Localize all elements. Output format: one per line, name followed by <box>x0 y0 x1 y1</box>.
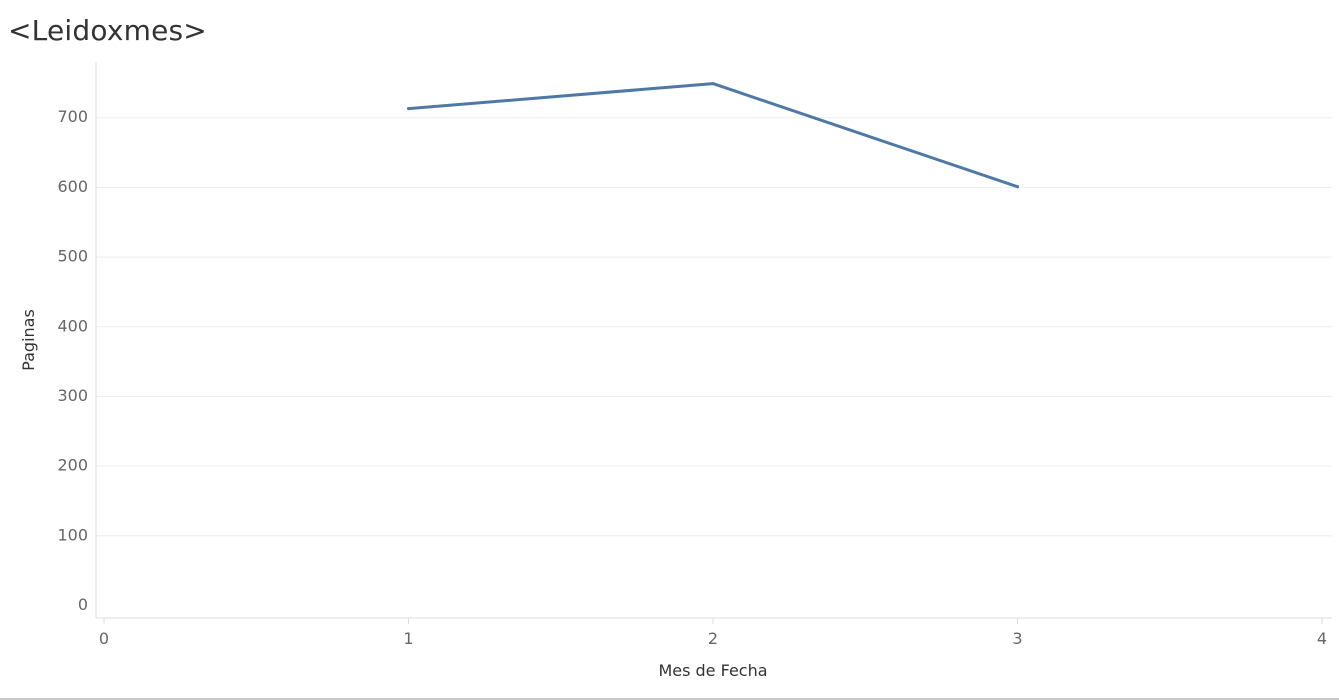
y-tick-label: 600 <box>57 177 88 196</box>
y-tick-label: 400 <box>57 316 88 335</box>
x-tick-label: 1 <box>403 629 413 648</box>
y-tick-label: 300 <box>57 386 88 405</box>
data-point <box>407 107 410 111</box>
y-tick-label: 500 <box>57 247 88 266</box>
y-tick-label: 0 <box>78 595 88 614</box>
y-tick-label: 700 <box>57 107 88 126</box>
y-tick-label: 100 <box>57 525 88 544</box>
x-tick-label: 3 <box>1012 629 1022 648</box>
y-axis-title: Paginas <box>19 309 38 371</box>
bottom-divider <box>0 698 1339 700</box>
y-tick-label: 200 <box>57 456 88 475</box>
data-point <box>711 82 715 86</box>
series-line <box>407 82 1019 189</box>
chart-title: <Leidoxmes> <box>8 14 207 47</box>
data-point <box>1016 185 1019 189</box>
x-axis-title: Mes de Fecha <box>658 661 767 680</box>
x-tick-label: 0 <box>99 629 109 648</box>
x-tick-label: 2 <box>708 629 718 648</box>
x-tick-label: 4 <box>1317 629 1327 648</box>
